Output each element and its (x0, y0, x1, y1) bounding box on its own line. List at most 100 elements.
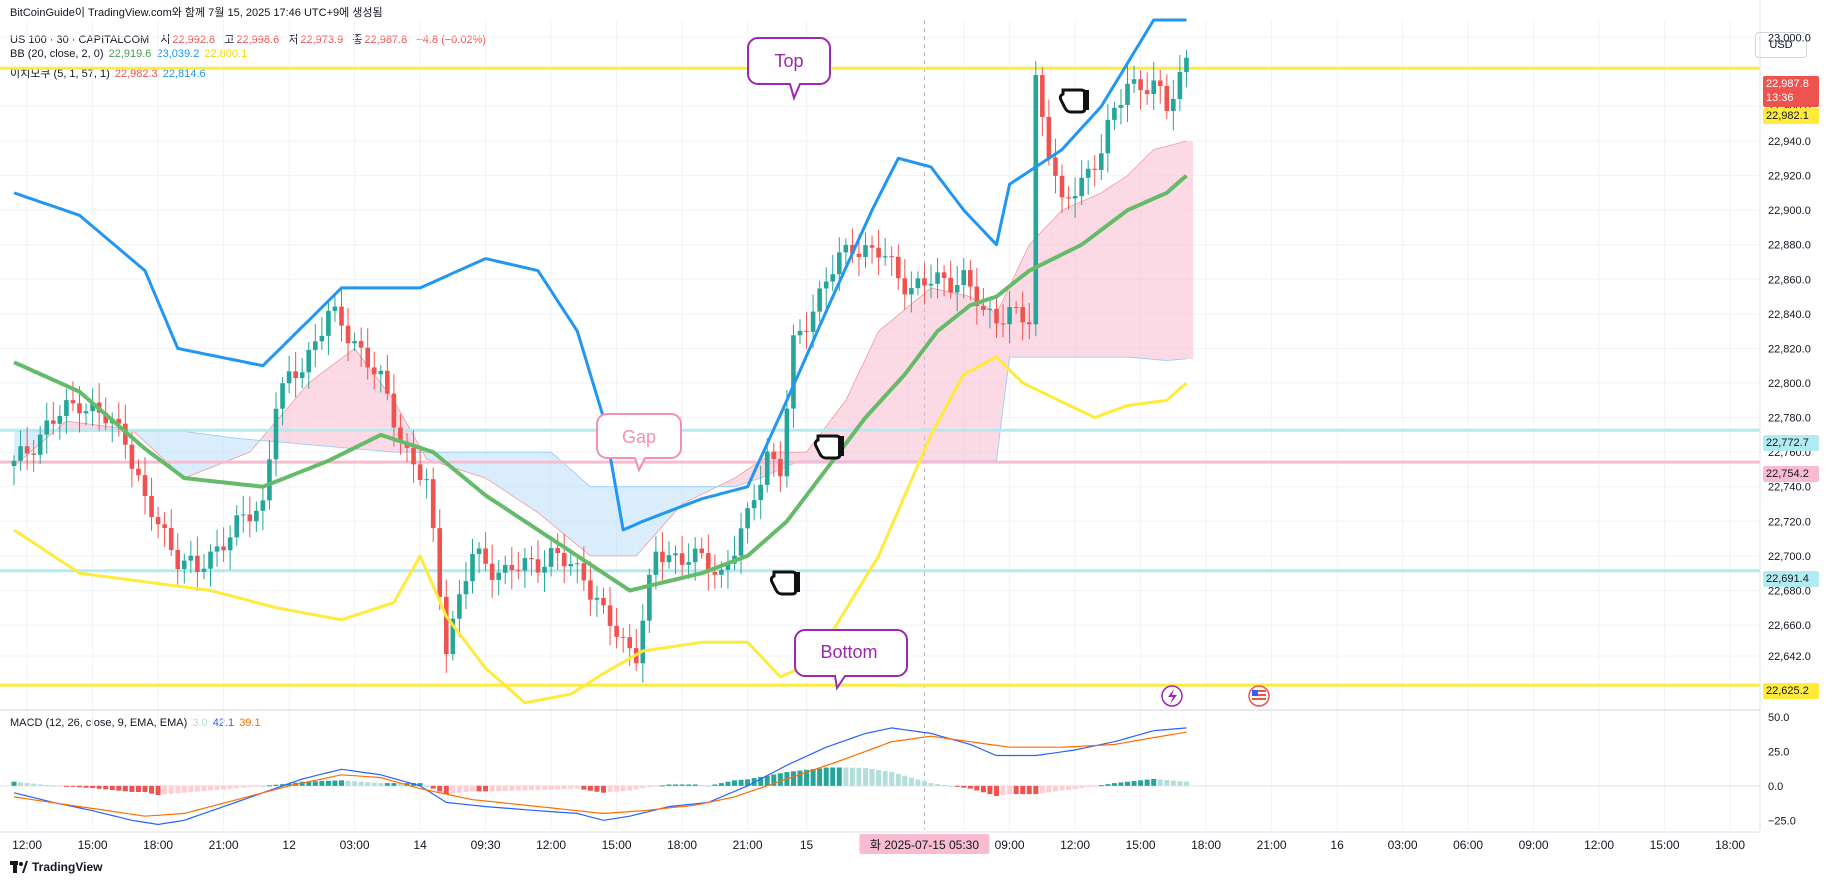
candle-body (863, 245, 868, 257)
macd-histogram-bar (522, 785, 528, 791)
cloud-segment (911, 298, 918, 461)
candle-body (561, 553, 567, 567)
ichimoku-b-value: 22,814.6 (162, 68, 206, 80)
cloud-segment (177, 431, 185, 479)
candle-body (535, 559, 541, 573)
cloud-segment (544, 452, 552, 524)
low-label: 저 (288, 34, 299, 46)
candle-body (987, 308, 993, 310)
time-tick-label: 18:00 (1715, 838, 1745, 852)
macd-histogram-bar (247, 785, 253, 788)
candle-body (607, 605, 613, 626)
candle-body (424, 479, 429, 481)
candle-body (240, 514, 246, 516)
bb-lower-value: 22,800.1 (204, 48, 248, 60)
macd-histogram-bar (496, 785, 502, 792)
us-flag-event-icon[interactable] (1248, 685, 1270, 707)
candle-body (738, 528, 744, 556)
cloud-segment (1094, 192, 1102, 358)
candle-body (299, 372, 305, 379)
cloud-segment (426, 452, 434, 462)
bottom-annotation[interactable]: Bottom (794, 629, 908, 691)
candle-body (326, 310, 331, 336)
currency-button[interactable]: USD (1755, 32, 1807, 58)
candle-body (548, 548, 554, 567)
macd-histogram-bar (974, 785, 980, 791)
cloud-segment (282, 406, 290, 443)
macd-histogram-bar (384, 783, 390, 786)
macd-histogram-bar (325, 780, 331, 786)
candle-body (679, 553, 685, 565)
cloud-segment (649, 486, 656, 542)
macd-histogram-bar (463, 785, 469, 793)
candle-body (660, 551, 665, 563)
candle-body (778, 458, 783, 477)
macd-histogram-bar (967, 785, 973, 789)
candle-body (751, 500, 757, 509)
cloud-segment (249, 439, 257, 453)
candle-body (1105, 119, 1111, 154)
macd-histogram-bar (1066, 785, 1072, 790)
candle-body (457, 594, 462, 619)
macd-histogram-bar (214, 785, 220, 790)
last-price-label: 22,987.8 13:36 (1763, 76, 1819, 107)
candle-body (168, 528, 174, 550)
cloud-segment (308, 378, 316, 446)
cloud-segment (557, 457, 565, 535)
macd-histogram-bar (804, 769, 810, 786)
cloud-segment (302, 383, 309, 445)
cloud-segment (184, 431, 191, 479)
candle-body (830, 274, 836, 282)
cloud-segment (970, 296, 977, 461)
macd-histogram-bar (1131, 781, 1137, 786)
macd-histogram-bar (266, 785, 272, 787)
macd-signal-value: 39.1 (239, 717, 261, 729)
cloud-segment (806, 443, 814, 461)
cloud-segment (210, 434, 218, 468)
candle-body (1026, 322, 1032, 325)
candle-body (895, 256, 901, 279)
macd-legend[interactable]: MACD (12, 26, close, 9, EMA, EMA) 3.0 42… (10, 717, 263, 729)
macd-histogram-bar (319, 781, 325, 786)
macd-histogram-bar (1072, 785, 1078, 790)
cloud-segment (295, 390, 303, 445)
lightning-event-icon[interactable] (1161, 685, 1183, 707)
cloud-segment (151, 431, 159, 454)
candle-body (922, 278, 927, 286)
candle-body (1151, 80, 1156, 95)
close-label: 종 (352, 34, 363, 46)
candle-body (11, 460, 17, 466)
candle-body (614, 625, 619, 637)
gap-annotation[interactable]: Gap (596, 413, 682, 473)
tradingview-logo[interactable]: TradingView (10, 860, 102, 874)
macd-histogram-bar (24, 783, 30, 786)
candle-body (129, 444, 135, 469)
cloud-segment (1042, 223, 1049, 358)
cloud-segment (872, 331, 879, 461)
bb-legend[interactable]: BB (20, close, 2, 0) 22,919.6 23,039.2 2… (10, 48, 249, 60)
macd-histogram-bar (915, 779, 921, 786)
price-axis[interactable]: 23,000.022,960.022,940.022,920.022,900.0… (1759, 0, 1811, 830)
top-annotation[interactable]: Top (747, 37, 831, 101)
macd-tick-label: 50.0 (1768, 712, 1789, 724)
cloud-segment (610, 486, 617, 556)
macd-histogram-bar (299, 781, 305, 786)
candle-body (155, 517, 161, 525)
candle-body (1000, 323, 1006, 325)
macd-histogram-bar (640, 785, 646, 789)
candle-body (1118, 104, 1124, 108)
time-tick-label: 18:00 (143, 838, 173, 852)
candle-body (889, 256, 894, 258)
ichimoku-legend[interactable]: 이치모쿠 (5, 1, 57, 1) 22,982.3 22,814.6 (10, 65, 208, 81)
macd-histogram-bar (188, 785, 194, 793)
cloud-segment (1140, 156, 1148, 359)
macd-histogram-bar (1026, 785, 1032, 795)
candle-body (653, 551, 659, 575)
macd-histogram-bar (908, 777, 914, 786)
candle-body (581, 563, 587, 581)
candle-body (18, 446, 23, 461)
macd-histogram-bar (240, 785, 246, 788)
candle-body (686, 562, 691, 565)
time-axis[interactable]: 12:00 15:00 18:00 21:00 12 03:00 14 09:30 12:00 1… (0, 831, 1760, 854)
